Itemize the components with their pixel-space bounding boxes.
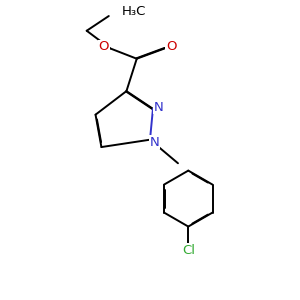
Text: O: O xyxy=(166,40,176,53)
Text: N: N xyxy=(153,101,163,114)
Text: Cl: Cl xyxy=(182,244,195,256)
Text: O: O xyxy=(98,40,109,53)
Text: H₃C: H₃C xyxy=(122,5,146,18)
Text: N: N xyxy=(149,136,159,148)
